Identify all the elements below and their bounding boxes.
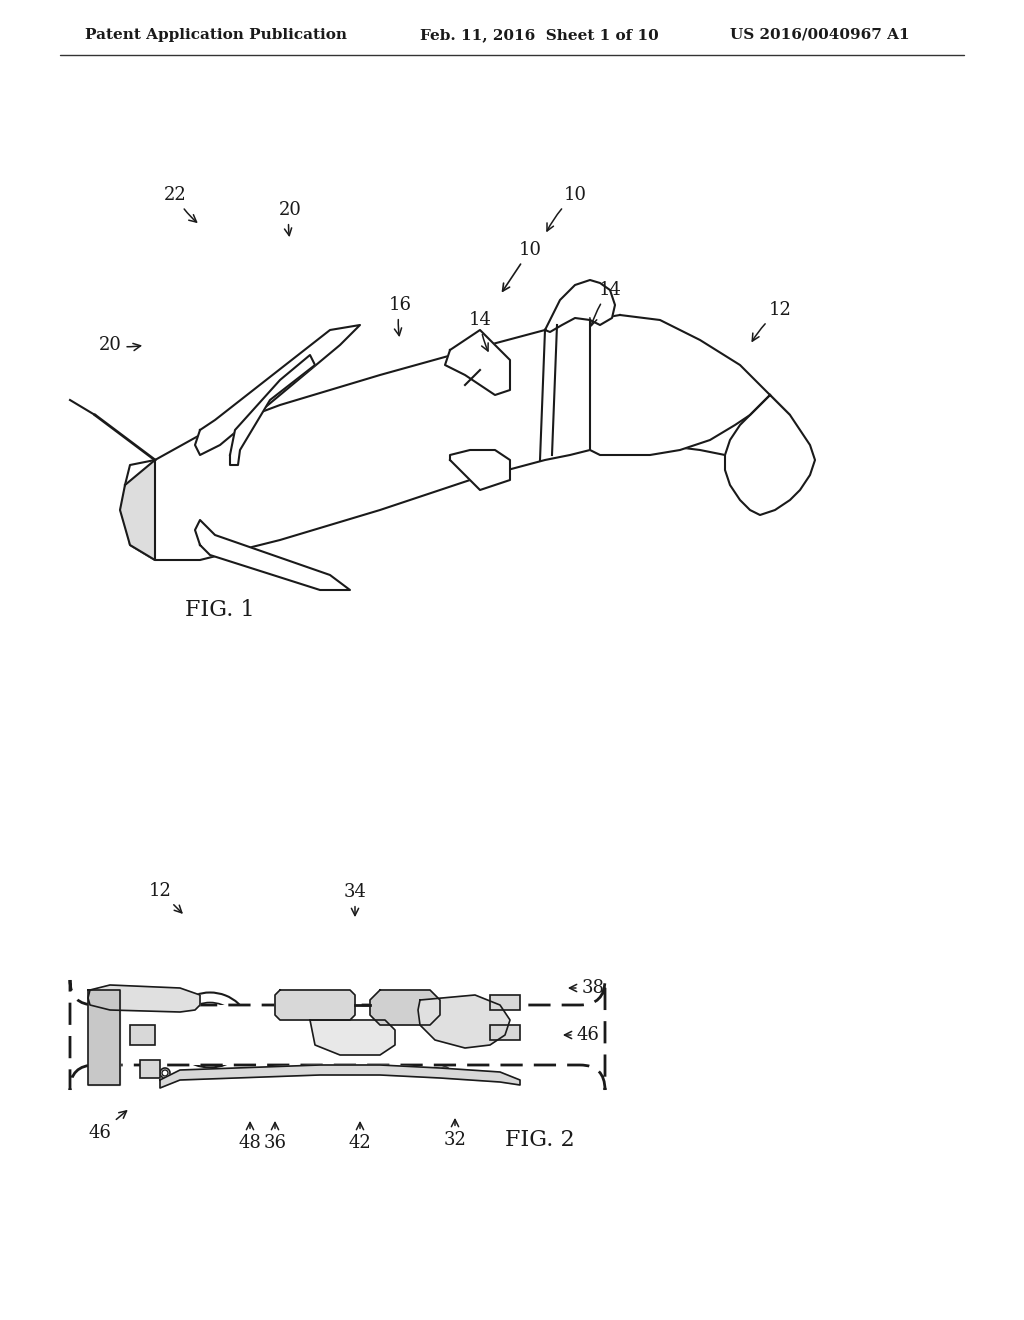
Polygon shape [590,315,770,455]
Polygon shape [160,1065,520,1088]
Text: 20: 20 [279,201,301,235]
Text: US 2016/0040967 A1: US 2016/0040967 A1 [730,28,909,42]
Text: 14: 14 [590,281,622,326]
Polygon shape [88,985,200,1012]
Text: 20: 20 [98,337,140,354]
Text: 12: 12 [753,301,792,341]
Text: 10: 10 [503,242,542,292]
Text: 38: 38 [569,979,604,997]
Text: Feb. 11, 2016  Sheet 1 of 10: Feb. 11, 2016 Sheet 1 of 10 [420,28,658,42]
Polygon shape [725,395,815,515]
Text: Patent Application Publication: Patent Application Publication [85,28,347,42]
Bar [130,1026,155,1045]
Polygon shape [418,995,510,1048]
Polygon shape [545,280,615,333]
Bar [490,1026,520,1040]
Polygon shape [445,330,510,395]
FancyBboxPatch shape [70,979,605,1090]
Bar [140,1060,160,1078]
Polygon shape [125,315,790,560]
Polygon shape [230,355,315,465]
Text: 22: 22 [164,186,197,222]
Text: 14: 14 [469,312,492,351]
Polygon shape [120,459,155,560]
Polygon shape [450,450,510,490]
Polygon shape [195,520,350,590]
Bar [490,995,520,1010]
Text: FIG. 2: FIG. 2 [505,1129,574,1151]
Text: 46: 46 [88,1111,127,1142]
Polygon shape [88,990,120,1085]
Text: 34: 34 [344,883,367,916]
Text: 32: 32 [443,1119,467,1148]
Text: 16: 16 [388,296,412,335]
Text: FIG. 1: FIG. 1 [185,599,255,620]
Polygon shape [310,1020,395,1055]
Text: 42: 42 [348,1122,372,1152]
Text: 46: 46 [564,1026,599,1044]
Polygon shape [195,325,360,455]
Text: 48: 48 [239,1122,261,1152]
Text: 12: 12 [148,882,182,913]
Text: 36: 36 [263,1122,287,1152]
Text: 10: 10 [547,186,587,231]
Polygon shape [370,990,440,1026]
Polygon shape [275,990,355,1020]
